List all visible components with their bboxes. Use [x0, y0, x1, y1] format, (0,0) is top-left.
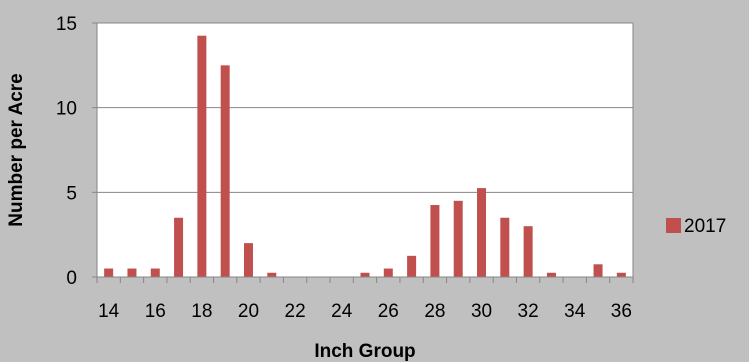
bar-17 — [174, 217, 184, 277]
bar-36 — [616, 272, 626, 277]
bars — [104, 35, 626, 278]
bar-21 — [267, 272, 277, 277]
x-tick-label: 16 — [145, 301, 166, 322]
x-tick-label: 20 — [238, 301, 259, 322]
x-tick-labels: 14 16 18 20 22 24 26 28 30 32 34 36 — [98, 301, 632, 322]
x-tick-label: 34 — [564, 301, 586, 322]
bar-29 — [453, 200, 463, 277]
bar-27 — [407, 255, 417, 277]
y-tick-label: 10 — [56, 99, 77, 120]
y-tick-label: 5 — [66, 183, 77, 204]
bar-15 — [127, 268, 137, 277]
bar-19 — [220, 65, 230, 277]
bar-26 — [383, 268, 393, 277]
x-axis-title: Inch Group — [314, 341, 415, 362]
bar-20 — [243, 243, 253, 277]
bar-25 — [360, 272, 370, 277]
bar-33 — [546, 272, 556, 277]
bar-14 — [104, 268, 114, 277]
legend: 2017 — [666, 216, 726, 237]
x-tick-label: 36 — [611, 301, 632, 322]
axes — [96, 23, 634, 283]
legend-swatch — [666, 218, 681, 233]
x-tick-label: 32 — [518, 301, 539, 322]
x-tick-label: 18 — [191, 301, 212, 322]
bar-18 — [197, 35, 207, 278]
bar-32 — [523, 226, 533, 277]
gridlines — [92, 22, 633, 278]
y-axis-title: Number per Acre — [6, 73, 27, 226]
plot-area — [97, 23, 633, 277]
bar-28 — [430, 205, 440, 277]
y-tick-labels: 0 5 10 15 — [56, 14, 77, 289]
x-tick-label: 28 — [424, 301, 445, 322]
y-tick-label: 0 — [66, 268, 77, 289]
bar-31 — [500, 217, 510, 277]
bar-35 — [593, 264, 603, 277]
y-tick-label: 15 — [56, 14, 77, 35]
bar-30 — [477, 188, 487, 277]
x-tick-label: 26 — [378, 301, 399, 322]
x-tick-label: 14 — [98, 301, 120, 322]
legend-label: 2017 — [684, 216, 726, 237]
x-tick-label: 22 — [285, 301, 306, 322]
x-tick-label: 24 — [331, 301, 353, 322]
x-tick-label: 30 — [471, 301, 492, 322]
bar-16 — [150, 268, 160, 277]
